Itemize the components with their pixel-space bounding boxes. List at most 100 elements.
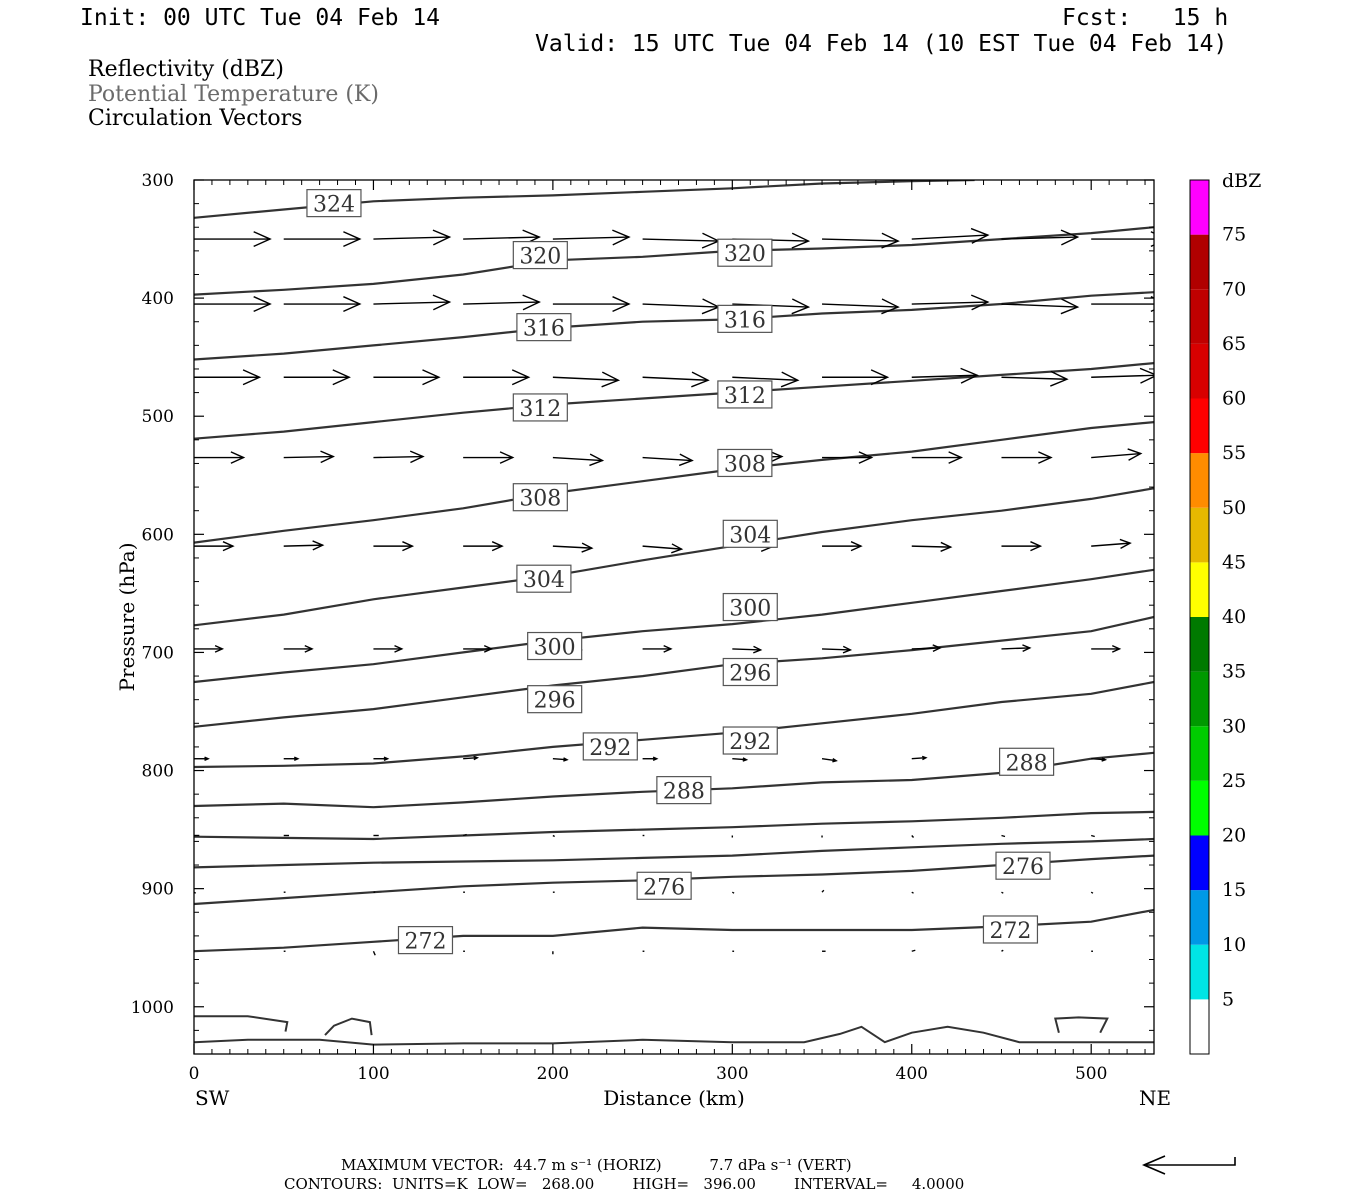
y-tick-label: 300	[142, 171, 174, 191]
circulation-vector	[373, 541, 415, 552]
init-time-label: Init: 00 UTC Tue 04 Feb 14	[80, 5, 441, 31]
circulation-vector	[194, 756, 210, 761]
y-tick-label: 900	[142, 880, 174, 900]
circulation-vector	[373, 645, 404, 653]
colorbar-segment	[1190, 999, 1209, 1054]
svg-text:312: 312	[724, 384, 766, 409]
theta-contour-304	[194, 487, 1154, 627]
circulation-vector	[821, 889, 825, 893]
circulation-vector	[821, 758, 838, 763]
circulation-vector	[1001, 370, 1069, 387]
theta-contour-312	[194, 362, 1154, 440]
colorbar-label: 50	[1222, 497, 1246, 519]
colorbar-label: 55	[1222, 442, 1246, 464]
circulation-vector	[462, 833, 467, 837]
circulation-vector	[732, 645, 763, 654]
circulation-vector	[642, 645, 673, 653]
circulation-vector	[822, 298, 900, 315]
circulation-vector	[1091, 645, 1122, 653]
contour-info-note: CONTOURS: UNITS=K LOW= 268.00 HIGH= 396.…	[284, 1175, 965, 1193]
colorbar-segment	[1190, 180, 1209, 235]
circulation-vector	[911, 644, 942, 653]
y-tick-label: 1000	[131, 998, 174, 1018]
contour-label-272: 272	[982, 915, 1039, 944]
circulation-vector	[463, 451, 515, 464]
svg-text:308: 308	[724, 452, 766, 477]
circulation-vector	[1091, 757, 1108, 762]
circulation-vector	[1001, 891, 1004, 894]
colorbar-segment	[1190, 562, 1209, 617]
contour-labels: 324 320 320 316 316 312 312 308 308 304 304 300 300 2…	[306, 189, 1055, 955]
y-axis-title: Pressure (hPa)	[115, 543, 139, 692]
circulation-vector	[822, 369, 890, 386]
theta-contours	[194, 180, 1154, 1046]
circulation-vector	[463, 541, 504, 552]
contour-label-312: 312	[512, 393, 568, 422]
plot-frame	[193, 179, 1155, 1055]
circulation-vector	[911, 835, 915, 838]
colorbar-label: 75	[1222, 224, 1246, 246]
circulation-vector	[911, 294, 990, 311]
contour-label-276: 276	[995, 851, 1051, 880]
svg-text:288: 288	[1006, 751, 1048, 776]
circulation-vector	[1091, 448, 1143, 461]
contour-label-316: 316	[717, 304, 773, 333]
theta-contour-296	[194, 615, 1154, 728]
circulation-vector	[194, 541, 235, 552]
contour-label-304: 304	[516, 564, 572, 593]
vectors-field-label: Circulation Vectors	[88, 106, 303, 131]
circulation-vector	[1091, 834, 1095, 838]
svg-text:324: 324	[313, 193, 355, 218]
x-axis-left-end: SW	[195, 1086, 230, 1110]
colorbar-segment	[1190, 780, 1209, 836]
circulation-vector	[552, 757, 569, 762]
svg-text:272: 272	[989, 919, 1031, 944]
colorbar-label: 40	[1222, 606, 1246, 628]
colorbar-title: dBZ	[1222, 170, 1261, 192]
x-tick-label: 0	[189, 1064, 200, 1084]
colorbar-segment	[1190, 835, 1209, 891]
circulation-vector	[1001, 451, 1053, 464]
x-tick-label: 200	[537, 1064, 569, 1084]
contour-label-296: 296	[722, 657, 778, 687]
colorbar-segment	[1190, 726, 1209, 781]
svg-text:308: 308	[519, 487, 561, 512]
colorbar-segment	[1190, 343, 1209, 399]
circulation-vector	[372, 950, 376, 956]
svg-text:292: 292	[589, 736, 631, 761]
contour-label-308: 308	[717, 448, 773, 477]
colorbar-label: 5	[1222, 988, 1234, 1010]
svg-text:288: 288	[663, 780, 705, 805]
circulation-vector	[373, 369, 441, 386]
circulation-vector	[732, 757, 749, 762]
theta-contour-280	[194, 837, 1154, 869]
dbz-colorbar: 5 10 15 20 25 30 35 40 45 50 55 60 65 70 75	[1189, 179, 1246, 1055]
theta-contour-284	[194, 810, 1154, 841]
circulation-vector	[1001, 229, 1080, 246]
x-tick-label: 500	[1075, 1064, 1107, 1084]
contour-label-316: 316	[516, 313, 572, 342]
x-tick-label: 400	[896, 1064, 928, 1084]
circulation-vector	[642, 371, 710, 388]
svg-text:300: 300	[534, 636, 576, 661]
svg-text:312: 312	[519, 397, 561, 422]
svg-text:272: 272	[404, 930, 446, 955]
circulation-vector	[283, 296, 362, 312]
surface-contour	[194, 1025, 1154, 1046]
circulation-vector	[1091, 296, 1154, 312]
colorbar-label: 25	[1222, 770, 1246, 792]
theta-contour-316	[194, 291, 1154, 361]
theta-contour-300	[194, 568, 1154, 684]
circulation-vector	[463, 645, 494, 653]
colorbar-label: 70	[1222, 278, 1246, 300]
circulation-vector	[552, 834, 555, 838]
colorbar-segment	[1190, 617, 1209, 672]
colorbar-segment	[1190, 289, 1209, 344]
circulation-vector	[283, 540, 325, 551]
contour-label-300: 300	[722, 592, 778, 622]
circulation-vector	[642, 232, 721, 249]
x-tick-label: 300	[716, 1064, 748, 1084]
svg-text:292: 292	[729, 730, 771, 755]
svg-text:300: 300	[729, 597, 771, 622]
